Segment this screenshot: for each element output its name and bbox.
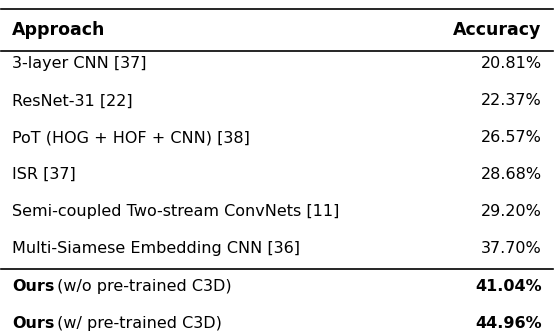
Text: 37.70%: 37.70% xyxy=(481,241,542,256)
Text: 28.68%: 28.68% xyxy=(480,167,542,182)
Text: Multi-Siamese Embedding CNN [36]: Multi-Siamese Embedding CNN [36] xyxy=(12,241,300,256)
Text: (w/o pre-trained C3D): (w/o pre-trained C3D) xyxy=(52,279,232,294)
Text: 29.20%: 29.20% xyxy=(481,204,542,219)
Text: 20.81%: 20.81% xyxy=(480,56,542,71)
Text: 26.57%: 26.57% xyxy=(481,130,542,145)
Text: 44.96%: 44.96% xyxy=(475,316,542,331)
Text: ResNet-31 [22]: ResNet-31 [22] xyxy=(12,93,133,108)
Text: Semi-coupled Two-stream ConvNets [11]: Semi-coupled Two-stream ConvNets [11] xyxy=(12,204,340,219)
Text: Approach: Approach xyxy=(12,21,106,39)
Text: 22.37%: 22.37% xyxy=(481,93,542,108)
Text: 3-layer CNN [37]: 3-layer CNN [37] xyxy=(12,56,147,71)
Text: 41.04%: 41.04% xyxy=(475,279,542,294)
Text: Ours: Ours xyxy=(12,316,55,331)
Text: ISR [37]: ISR [37] xyxy=(12,167,76,182)
Text: Accuracy: Accuracy xyxy=(453,21,542,39)
Text: Ours: Ours xyxy=(12,279,55,294)
Text: (w/ pre-trained C3D): (w/ pre-trained C3D) xyxy=(52,316,222,331)
Text: PoT (HOG + HOF + CNN) [38]: PoT (HOG + HOF + CNN) [38] xyxy=(12,130,250,145)
